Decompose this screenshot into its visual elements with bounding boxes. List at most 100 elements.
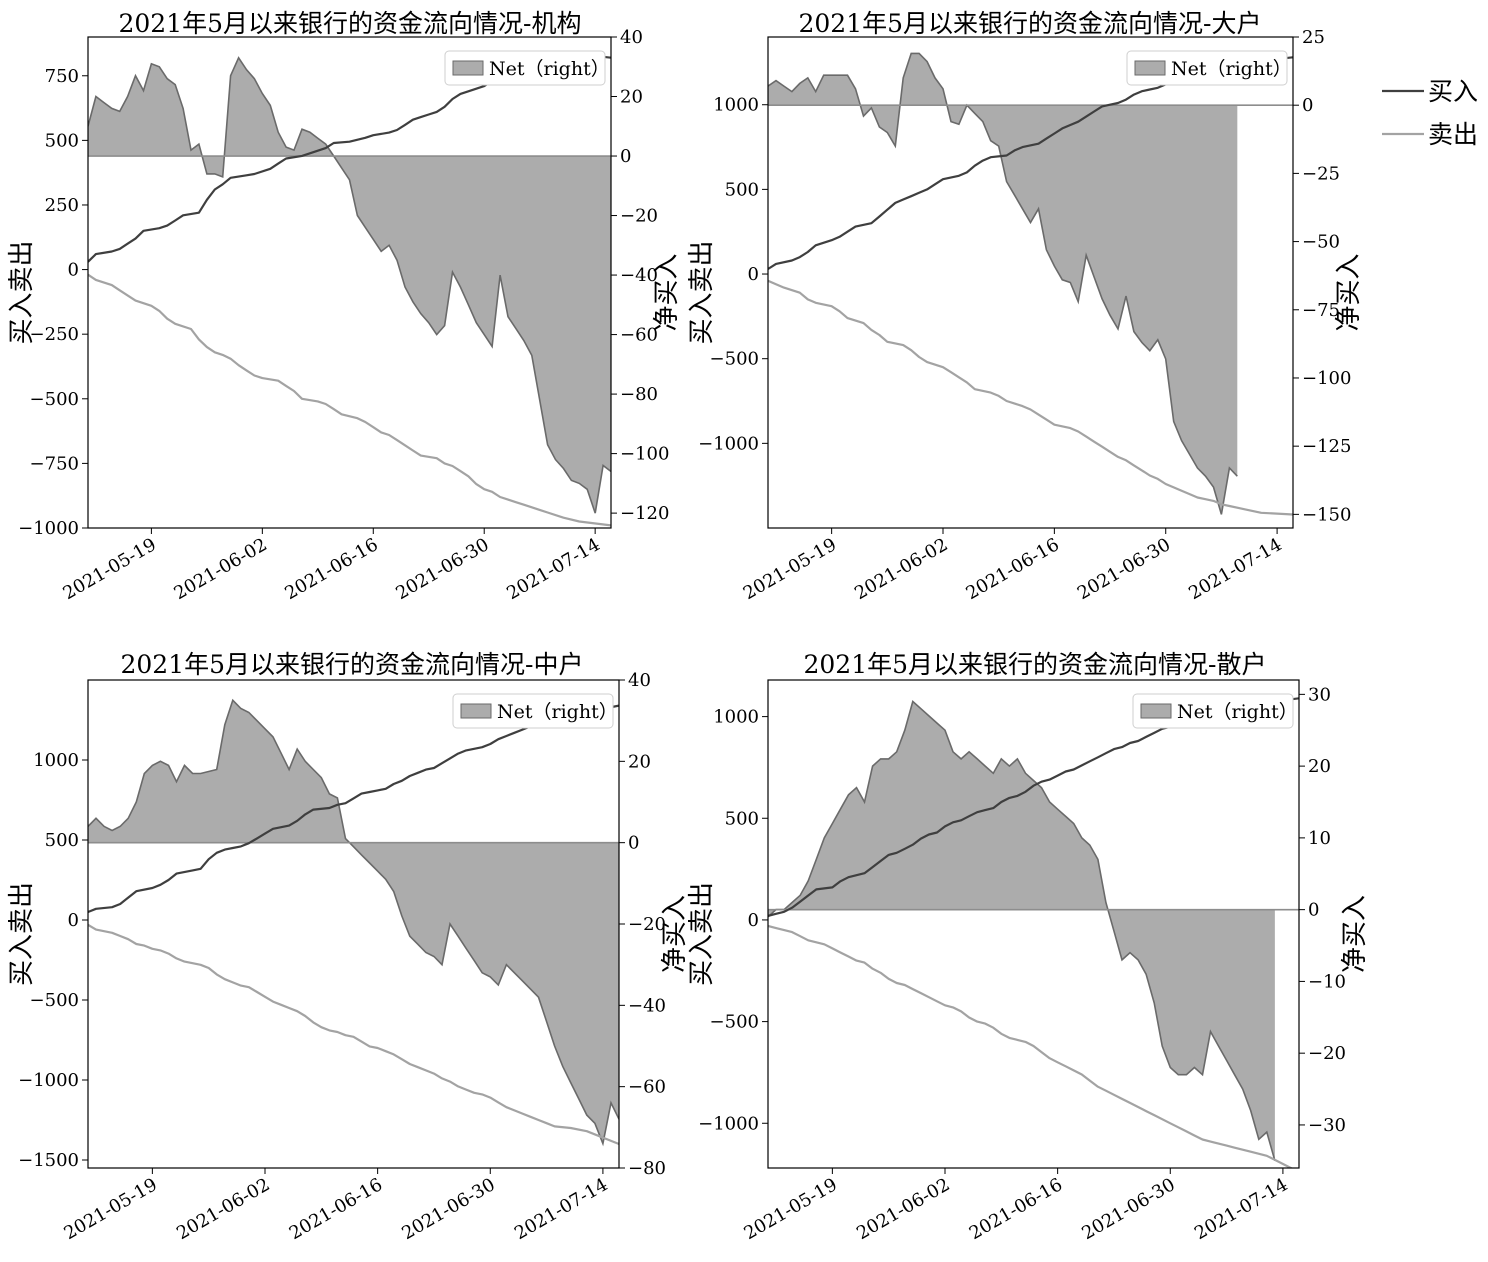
chart-title: 2021年5月以来银行的资金流向情况-散户 bbox=[804, 650, 1267, 679]
net-line bbox=[768, 52, 1238, 515]
net-line bbox=[88, 56, 611, 514]
y-tick-label: 0 bbox=[748, 910, 759, 931]
y2-tick-label: −75 bbox=[1302, 300, 1340, 321]
x-tick-label: 2021-05-19 bbox=[740, 1174, 840, 1244]
y2-tick-label: −40 bbox=[620, 265, 658, 286]
x-tick-label: 2021-07-14 bbox=[1185, 534, 1285, 604]
plot-area bbox=[768, 697, 1299, 1168]
x-tick-label: 2021-06-30 bbox=[1074, 534, 1174, 604]
net-legend-label: Net（right） bbox=[1177, 701, 1298, 723]
plot-frame bbox=[767, 36, 1294, 529]
y-axis-label: 买入卖出 bbox=[687, 882, 717, 986]
x-tick-label: 2021-06-30 bbox=[398, 1174, 498, 1244]
y-tick-label: −750 bbox=[30, 453, 79, 474]
y2-tick-label: 0 bbox=[1308, 900, 1319, 921]
y2-tick-label: −20 bbox=[620, 206, 658, 227]
net-legend-box bbox=[452, 693, 614, 729]
y-tick-label: 0 bbox=[68, 910, 79, 931]
y2-tick-label: 0 bbox=[1302, 95, 1313, 116]
net-legend-swatch bbox=[1134, 60, 1166, 76]
y2-tick-label: −150 bbox=[1302, 504, 1351, 525]
y2-tick-label: −40 bbox=[628, 995, 666, 1016]
y2-axis-label: 净买入 bbox=[660, 895, 690, 973]
plot-frame bbox=[87, 36, 612, 529]
y2-tick-label: 30 bbox=[1308, 684, 1331, 705]
y2-tick-label: 25 bbox=[1302, 27, 1325, 48]
y2-tick-label: 20 bbox=[620, 87, 643, 108]
sell-line bbox=[88, 923, 619, 1146]
y2-tick-label: −10 bbox=[1308, 971, 1346, 992]
buy-line bbox=[88, 704, 619, 914]
y-tick-label: 1000 bbox=[713, 707, 759, 728]
y2-tick-label: −25 bbox=[1302, 163, 1340, 184]
y-tick-label: −1000 bbox=[18, 1070, 79, 1091]
y2-axis-label: 净买入 bbox=[1340, 895, 1370, 973]
legend-label-buy: 买入 bbox=[1428, 77, 1478, 106]
y2-tick-label: −20 bbox=[1308, 1043, 1346, 1064]
chart-panels: 7505002500−250−500−750−100040200−20−40−6… bbox=[7, 9, 1370, 1244]
x-tick-label: 2021-06-16 bbox=[966, 1174, 1066, 1244]
x-tick-label: 2021-06-30 bbox=[1078, 1174, 1178, 1244]
figure-legend: 买入 卖出 bbox=[1382, 77, 1478, 149]
y-tick-label: −500 bbox=[30, 389, 79, 410]
y2-tick-label: −80 bbox=[628, 1158, 666, 1179]
y2-axis-label: 净买入 bbox=[1334, 253, 1364, 331]
net-legend-box bbox=[1126, 50, 1288, 86]
y2-tick-label: −60 bbox=[620, 325, 658, 346]
chart-title: 2021年5月以来银行的资金流向情况-大户 bbox=[799, 9, 1262, 38]
y-tick-label: 0 bbox=[68, 260, 79, 281]
y2-tick-label: 40 bbox=[620, 27, 643, 48]
y-tick-label: −500 bbox=[30, 990, 79, 1011]
buy-line bbox=[88, 51, 611, 263]
x-tick-label: 2021-07-14 bbox=[511, 1174, 611, 1244]
net-legend-box bbox=[444, 50, 606, 86]
chart-title: 2021年5月以来银行的资金流向情况-机构 bbox=[119, 9, 582, 38]
y2-tick-label: −125 bbox=[1302, 436, 1351, 457]
x-tick-label: 2021-07-14 bbox=[503, 534, 603, 604]
x-tick-label: 2021-06-02 bbox=[853, 1174, 953, 1244]
plot-area bbox=[88, 51, 611, 527]
chart-panel-3: 1000 500 0 −500 −1000 −1500 40 20 0 −20 −40 −60 −80 2… bbox=[7, 650, 690, 1244]
y2-tick-label: 20 bbox=[628, 751, 651, 772]
y-axis-label: 买入卖出 bbox=[7, 240, 37, 344]
y-tick-label: −1000 bbox=[698, 433, 759, 454]
y-axis-label: 买入卖出 bbox=[687, 240, 717, 344]
y2-tick-label: −50 bbox=[1302, 232, 1340, 253]
y2-tick-label: −20 bbox=[628, 914, 666, 935]
net-legend-label: Net（right） bbox=[1171, 58, 1292, 80]
sell-line bbox=[88, 273, 611, 527]
y-tick-label: −250 bbox=[30, 324, 79, 345]
net-legend-swatch bbox=[452, 60, 484, 76]
net-area bbox=[88, 57, 611, 514]
legend-label-sell: 卖出 bbox=[1428, 120, 1478, 149]
y2-tick-label: 40 bbox=[628, 670, 651, 691]
sell-line bbox=[768, 924, 1294, 1168]
x-tick-label: 2021-06-16 bbox=[286, 1174, 386, 1244]
y-tick-label: −1500 bbox=[18, 1150, 79, 1171]
y-tick-label: 750 bbox=[45, 66, 79, 87]
chart-panel-2: 1000 500 0 −500 −1000 25 0 −25 −50 −75 −100 −125 −15… bbox=[687, 9, 1364, 604]
chart-panel-1: 750 500 250 0 −250 −500 −750 −1000 40 20 0 −20 −40 −6… bbox=[7, 9, 682, 604]
y-tick-label: 1000 bbox=[33, 750, 79, 771]
net-legend-swatch bbox=[1140, 703, 1172, 719]
y-tick-label: 250 bbox=[45, 195, 79, 216]
x-tick-label: 2021-07-14 bbox=[1191, 1174, 1291, 1244]
y-tick-label: −500 bbox=[710, 349, 759, 370]
y-tick-label: 1000 bbox=[713, 95, 759, 116]
y2-tick-label: −100 bbox=[1302, 368, 1351, 389]
net-area bbox=[88, 700, 619, 1144]
y-tick-label: 500 bbox=[45, 830, 79, 851]
x-tick-label: 2021-06-02 bbox=[170, 534, 270, 604]
net-line bbox=[88, 698, 619, 1147]
x-tick-label: 2021-06-02 bbox=[851, 534, 951, 604]
x-tick-label: 2021-06-16 bbox=[962, 534, 1062, 604]
sell-line bbox=[768, 279, 1293, 516]
net-line bbox=[768, 700, 1276, 1162]
y-tick-label: −1000 bbox=[18, 518, 79, 539]
x-tick-label: 2021-06-02 bbox=[173, 1174, 273, 1244]
plot-area bbox=[768, 52, 1293, 516]
net-area bbox=[768, 701, 1275, 1161]
net-area bbox=[768, 53, 1238, 515]
chart-panel-4: 1000 500 0 −500 −1000 30 20 10 0 −10 −20 −30 2021-05… bbox=[687, 650, 1370, 1244]
y2-tick-label: 10 bbox=[1308, 828, 1331, 849]
